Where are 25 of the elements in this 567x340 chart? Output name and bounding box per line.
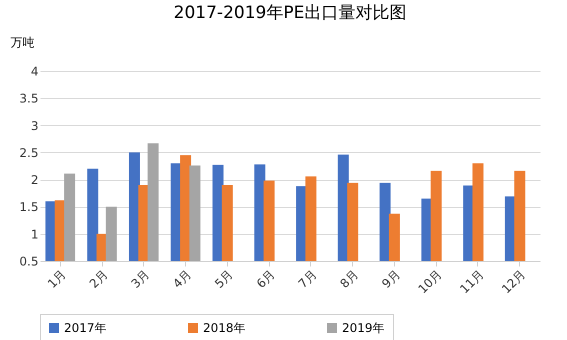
y-tick-label: 0.5 [19, 254, 38, 268]
x-tick-label: 7月 [296, 267, 320, 291]
x-tick-label: 1月 [44, 267, 69, 291]
x-tick-label: 9月 [379, 267, 403, 291]
y-tick-label: 2 [30, 173, 38, 188]
y-tick-label: 1 [30, 227, 38, 242]
y-tick-label: 2.5 [19, 146, 38, 160]
x-tick-label: 3月 [128, 267, 152, 291]
x-tick-label: 5月 [212, 267, 236, 291]
legend-label: 2017年 [64, 321, 107, 335]
y-tick-label: 3.5 [19, 92, 38, 106]
y-tick-label: 1.5 [19, 200, 38, 214]
x-tick-label: 12月 [499, 267, 528, 296]
x-tick-label: 4月 [170, 267, 194, 291]
x-tick-label: 10月 [415, 267, 445, 296]
x-tick-label: 11月 [457, 267, 486, 296]
x-tick-label: 6月 [254, 267, 278, 291]
y-tick-label: 3 [30, 118, 38, 133]
x-tick-label: 8月 [337, 267, 362, 291]
legend-label: 2018年 [203, 321, 246, 335]
chart-title: 2017-2019年PE出口量对比图 [174, 3, 406, 23]
x-tick-label: 2月 [86, 267, 111, 291]
y-axis-title: 万吨 [10, 36, 34, 50]
y-tick-label: 4 [30, 64, 38, 78]
legend-label: 2019年 [342, 321, 385, 335]
